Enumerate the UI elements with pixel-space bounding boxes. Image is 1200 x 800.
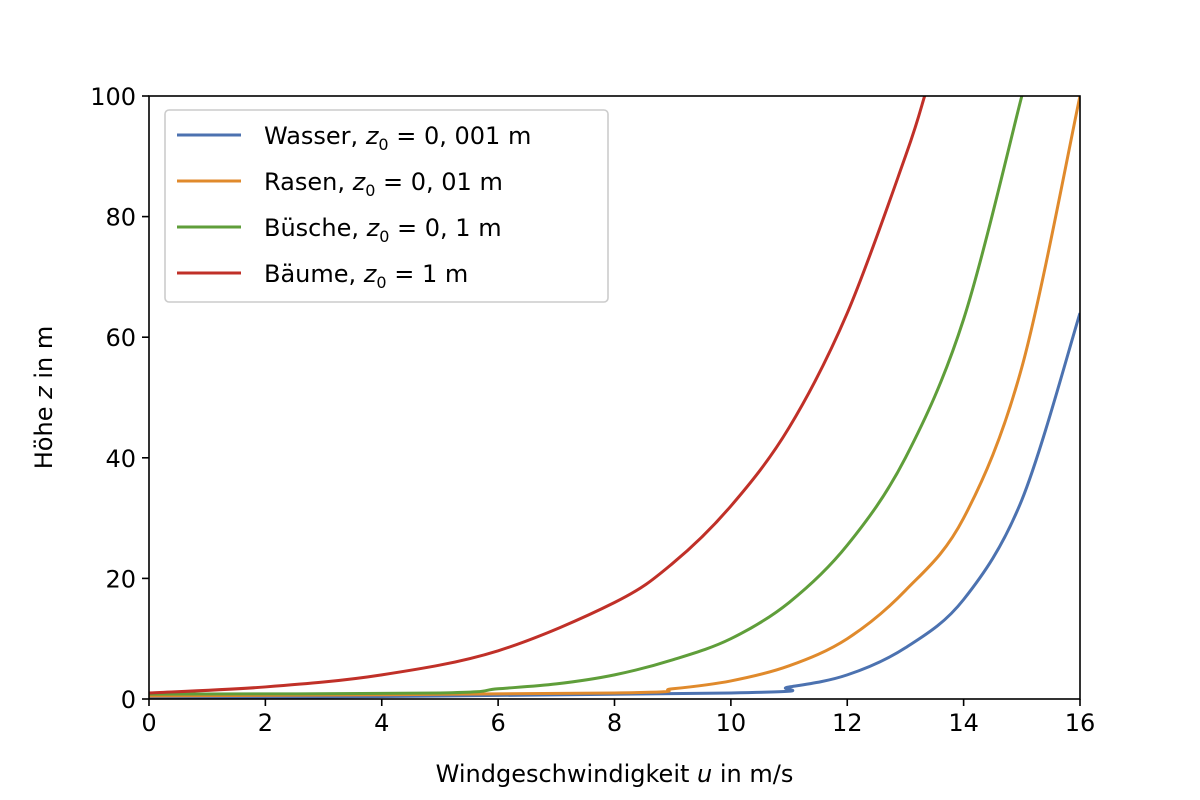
y-axis-label: Höhe z in m — [30, 326, 58, 469]
y-tick-label: 40 — [105, 445, 136, 473]
x-tick-label: 6 — [490, 709, 505, 737]
y-tick-label: 80 — [105, 204, 136, 232]
x-tick-label: 4 — [374, 709, 389, 737]
y-axis: 0 20 40 60 80 100 — [90, 83, 149, 714]
series-line-wasser — [149, 312, 1080, 699]
x-tick-label: 2 — [258, 709, 273, 737]
x-tick-label: 10 — [716, 709, 747, 737]
legend: Wasser, z0 = 0, 001 m Rasen, z0 = 0, 01 … — [164, 109, 609, 303]
x-tick-label: 14 — [948, 709, 979, 737]
series-line-rasen — [149, 96, 1080, 698]
legend-label-rasen: Rasen, z0 = 0, 01 m — [264, 168, 503, 200]
series-line-baeume — [149, 96, 927, 695]
x-tick-label: 8 — [607, 709, 622, 737]
x-tick-label: 12 — [832, 709, 863, 737]
x-axis-label: Windgeschwindigkeit u in m/s — [436, 760, 794, 788]
x-axis: 0 2 4 6 8 10 12 14 16 — [141, 699, 1095, 737]
plot-area — [149, 96, 1080, 699]
x-tick-label: 16 — [1065, 709, 1096, 737]
legend-box — [164, 109, 609, 303]
legend-label-wasser: Wasser, z0 = 0, 001 m — [264, 122, 531, 154]
y-tick-label: 20 — [105, 565, 136, 593]
legend-label-buesche: Büsche, z0 = 0, 1 m — [264, 214, 502, 246]
x-tick-label: 0 — [141, 709, 156, 737]
y-tick-label: 100 — [90, 83, 136, 111]
y-tick-label: 60 — [105, 324, 136, 352]
legend-label-baeume: Bäume, z0 = 1 m — [264, 260, 468, 292]
series-line-buesche — [149, 96, 1024, 696]
y-tick-label: 0 — [121, 686, 136, 714]
